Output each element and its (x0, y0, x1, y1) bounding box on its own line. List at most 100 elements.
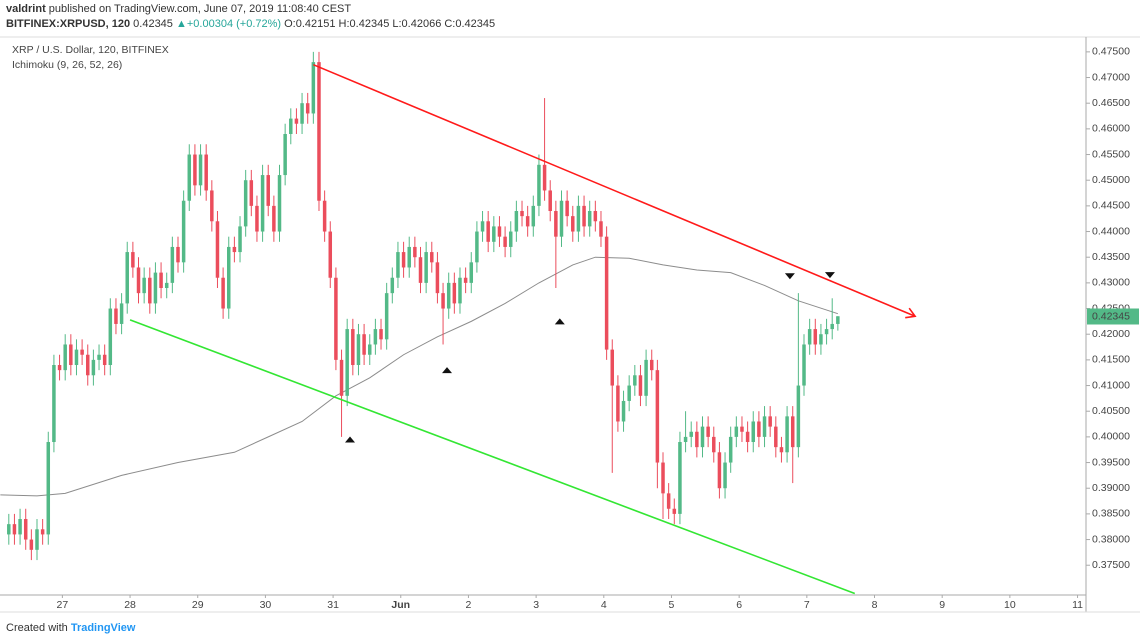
candle-body (424, 252, 428, 283)
y-tick-label: 0.44000 (1092, 225, 1130, 237)
candle-body (717, 452, 722, 489)
candle-body (666, 493, 671, 509)
candle-body (119, 303, 124, 324)
candle-body (198, 154, 203, 186)
y-tick-label: 0.39500 (1092, 456, 1130, 468)
candle-body (367, 344, 372, 355)
footer: Created with TradingView (6, 622, 135, 634)
candle-body (108, 308, 113, 366)
candle-body (390, 277, 395, 294)
author: valdrint (6, 3, 46, 15)
candle-body (373, 329, 378, 345)
candle-body (537, 164, 541, 206)
candle-body (74, 349, 79, 366)
candle-body (480, 221, 485, 232)
candle-body (351, 329, 355, 366)
y-tick-label: 0.45500 (1092, 148, 1130, 160)
candle-body (131, 252, 135, 268)
candle-body (91, 359, 96, 376)
candle-body (638, 375, 643, 396)
y-tick-label: 0.46500 (1092, 97, 1130, 109)
candle-body (238, 226, 242, 253)
candle-body (706, 426, 710, 437)
y-tick-label: 0.44500 (1092, 200, 1130, 212)
candle-body (356, 334, 361, 366)
y-tick-label: 0.45000 (1092, 174, 1130, 186)
y-tick-label: 0.38000 (1092, 533, 1130, 545)
candle-body (379, 329, 383, 340)
candle-body (785, 416, 789, 453)
publish-line: valdrint published on TradingView.com, J… (6, 3, 351, 15)
candle-body (418, 257, 423, 283)
moving-line (0, 256, 839, 497)
candle-body (649, 359, 654, 371)
y-tick-label: 0.43000 (1092, 277, 1130, 289)
candle-body (52, 365, 56, 443)
candle-body (734, 426, 739, 437)
x-tick-label: 31 (327, 599, 339, 611)
candle-body (272, 205, 276, 232)
last-price-label: 0.42345 (1092, 310, 1130, 322)
candle-body (7, 524, 11, 535)
arrow-head (905, 307, 917, 319)
candle-body (334, 277, 338, 360)
marker (442, 367, 453, 374)
candle-body (170, 246, 175, 283)
candle-body (102, 354, 107, 366)
candle-body (407, 246, 411, 268)
y-tick-label: 0.47000 (1092, 71, 1130, 83)
published: published on TradingView.com, June 07, 2… (48, 3, 352, 15)
candle-body (12, 524, 17, 535)
candle-body (554, 211, 558, 237)
candle-body (774, 426, 778, 448)
candle-body (520, 211, 524, 217)
x-tick-label: Jun (391, 599, 410, 611)
x-tick-label: 9 (939, 599, 945, 611)
y-tick-label: 0.41000 (1092, 379, 1130, 391)
y-tick-label: 0.40000 (1092, 431, 1130, 443)
candle-body (159, 272, 163, 289)
candle-body (458, 277, 462, 304)
candle-body (531, 205, 536, 227)
y-tick-label: 0.39000 (1092, 482, 1130, 494)
x-tick-label: 3 (533, 599, 539, 611)
brand: TradingView (70, 622, 136, 634)
x-tick-label: 28 (124, 599, 136, 611)
x-tick-label: 27 (57, 599, 69, 611)
candle-body (63, 344, 67, 371)
candle-body (779, 447, 784, 453)
candle-body (728, 436, 733, 463)
candle-body (339, 359, 344, 396)
marker (345, 436, 356, 443)
candle-body (582, 205, 586, 227)
candle-body (836, 316, 840, 324)
ohlc: O:0.42151 H:0.42345 L:0.42066 C:0.42345 (284, 18, 496, 30)
candle-body (723, 462, 727, 489)
candle-body (69, 344, 73, 366)
candle-body (148, 277, 152, 304)
candle-body (565, 200, 569, 217)
y-tick-label: 0.37500 (1092, 559, 1130, 571)
candle-body (633, 375, 637, 386)
candle-body (221, 277, 225, 309)
last: 0.42345 (133, 18, 173, 30)
candle-body (593, 211, 598, 222)
candle-body (644, 359, 648, 396)
candle-body (210, 190, 214, 222)
x-tick-label: 2 (466, 599, 472, 611)
candle-body (40, 529, 45, 535)
marker (824, 272, 835, 279)
candle-body (57, 365, 62, 371)
candle-body (678, 442, 682, 514)
last-price-box (1087, 308, 1139, 325)
candle-body (604, 236, 609, 350)
candle-body (97, 354, 101, 360)
candle-body (475, 231, 479, 263)
candle-body (430, 252, 434, 263)
y-tick-label: 0.38500 (1092, 508, 1130, 520)
candle-body (142, 277, 146, 294)
candle-body (599, 221, 603, 237)
candle-body (164, 282, 169, 289)
candle-body (153, 272, 158, 304)
candle-body (114, 308, 118, 324)
